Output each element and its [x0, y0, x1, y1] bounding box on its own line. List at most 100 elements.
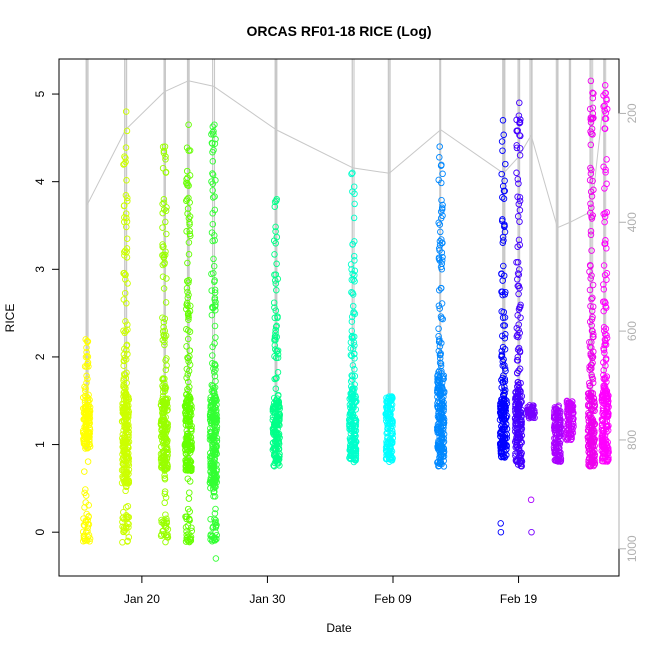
data-point	[387, 453, 395, 461]
data-point	[211, 534, 218, 541]
data-point	[121, 515, 128, 523]
data-point	[348, 170, 355, 178]
data-point	[85, 432, 92, 439]
flight-path-connector	[388, 129, 442, 174]
data-point	[601, 298, 608, 305]
data-point	[82, 385, 89, 392]
data-point	[497, 433, 505, 441]
data-point	[436, 359, 444, 367]
data-point	[439, 170, 446, 178]
data-point	[387, 445, 394, 453]
data-point	[210, 433, 217, 441]
data-point	[160, 196, 168, 203]
data-point	[351, 257, 358, 264]
data-point	[587, 227, 595, 235]
data-point	[567, 406, 575, 413]
data-point	[557, 458, 564, 465]
data-point	[185, 121, 192, 128]
data-point	[120, 296, 128, 303]
data-point	[122, 327, 130, 335]
data-point	[514, 259, 522, 266]
data-point	[586, 382, 594, 389]
data-point	[498, 217, 506, 225]
data-point	[514, 408, 522, 416]
data-point	[186, 221, 193, 228]
data-point	[516, 194, 524, 201]
data-point	[349, 335, 356, 342]
data-point	[184, 355, 192, 362]
data-point	[274, 351, 282, 358]
data-point	[121, 354, 128, 362]
data-point	[501, 390, 508, 397]
data-point	[157, 456, 165, 464]
data-point	[435, 332, 442, 340]
data-point	[499, 343, 507, 351]
data-point	[499, 239, 507, 246]
data-point	[514, 383, 521, 390]
data-point	[84, 419, 91, 426]
data-point	[184, 464, 192, 472]
data-point	[211, 294, 219, 302]
flight-path-connector	[530, 135, 558, 228]
data-point	[163, 436, 170, 443]
data-point	[273, 374, 280, 382]
data-point	[125, 533, 133, 541]
data-point	[500, 356, 507, 363]
data-point	[207, 428, 214, 436]
data-point	[161, 341, 168, 349]
data-point	[565, 426, 573, 434]
data-point	[121, 153, 128, 160]
data-point	[513, 144, 521, 152]
data-point	[552, 425, 559, 432]
data-point	[600, 327, 608, 335]
data-point	[587, 350, 594, 357]
data-point	[212, 306, 219, 314]
data-point	[351, 278, 358, 285]
data-point	[587, 275, 594, 282]
data-point	[600, 382, 608, 389]
data-point	[120, 269, 128, 277]
data-point	[515, 112, 523, 119]
data-point	[184, 354, 191, 361]
data-point	[515, 271, 523, 278]
data-point	[603, 180, 610, 188]
data-point	[601, 240, 609, 247]
data-point	[273, 431, 281, 438]
data-point	[517, 416, 525, 424]
data-point	[185, 495, 193, 502]
data-point	[587, 443, 595, 451]
data-point	[159, 409, 166, 417]
data-point	[514, 461, 522, 468]
data-point	[600, 323, 608, 331]
data-point	[210, 422, 218, 430]
data-point	[556, 421, 564, 429]
data-point	[124, 428, 132, 436]
data-point	[273, 260, 280, 268]
data-point	[438, 257, 446, 264]
data-point	[183, 228, 190, 235]
data-point	[603, 270, 611, 277]
data-point	[516, 206, 524, 214]
data-point	[209, 210, 216, 217]
data-point	[123, 483, 130, 491]
data-point	[211, 449, 218, 456]
data-point	[271, 408, 279, 416]
data-point	[516, 241, 524, 249]
data-point	[383, 438, 390, 446]
data-point	[557, 449, 564, 456]
data-point	[514, 379, 522, 386]
data-point	[587, 77, 595, 85]
data-point	[271, 353, 278, 360]
data-point	[271, 203, 279, 210]
data-point	[209, 194, 217, 201]
data-point	[600, 92, 607, 99]
data-point	[513, 434, 520, 441]
data-point	[125, 444, 132, 452]
data-point	[590, 90, 597, 97]
data-point	[160, 199, 168, 207]
data-point	[119, 431, 127, 438]
data-point	[436, 221, 444, 228]
data-point	[186, 147, 194, 154]
data-point	[499, 450, 507, 458]
data-point	[513, 169, 520, 177]
